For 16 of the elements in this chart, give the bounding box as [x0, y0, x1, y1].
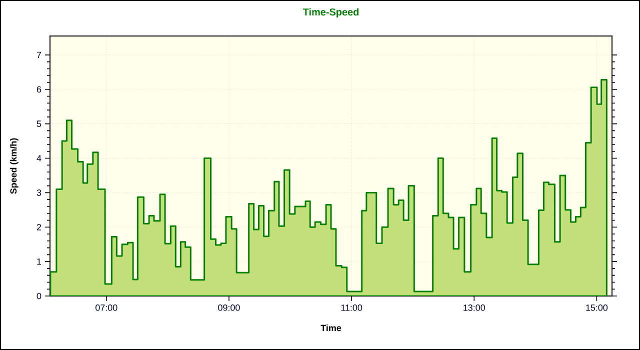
- x-axis-title: Time: [320, 324, 342, 332]
- chart-title: Time-Speed: [302, 8, 358, 18]
- y-tick-label: 2: [36, 224, 42, 230]
- x-tick-label: 11:00: [341, 304, 362, 311]
- y-tick-label: 0: [36, 292, 42, 300]
- x-tick-label: 13:00: [464, 304, 485, 311]
- y-tick-label: 5: [36, 120, 42, 127]
- y-tick-label: 7: [36, 52, 42, 58]
- x-tick-label: 15:00: [586, 304, 608, 311]
- y-tick-label: 4: [36, 155, 42, 162]
- y-tick-label: 6: [36, 86, 42, 93]
- y-axis-title: Speed (km/h): [10, 138, 18, 194]
- x-tick-label: 09:00: [218, 304, 240, 311]
- y-tick-label: 3: [36, 190, 42, 196]
- x-tick-label: 07:00: [96, 304, 118, 311]
- y-tick-label: 1: [37, 258, 42, 265]
